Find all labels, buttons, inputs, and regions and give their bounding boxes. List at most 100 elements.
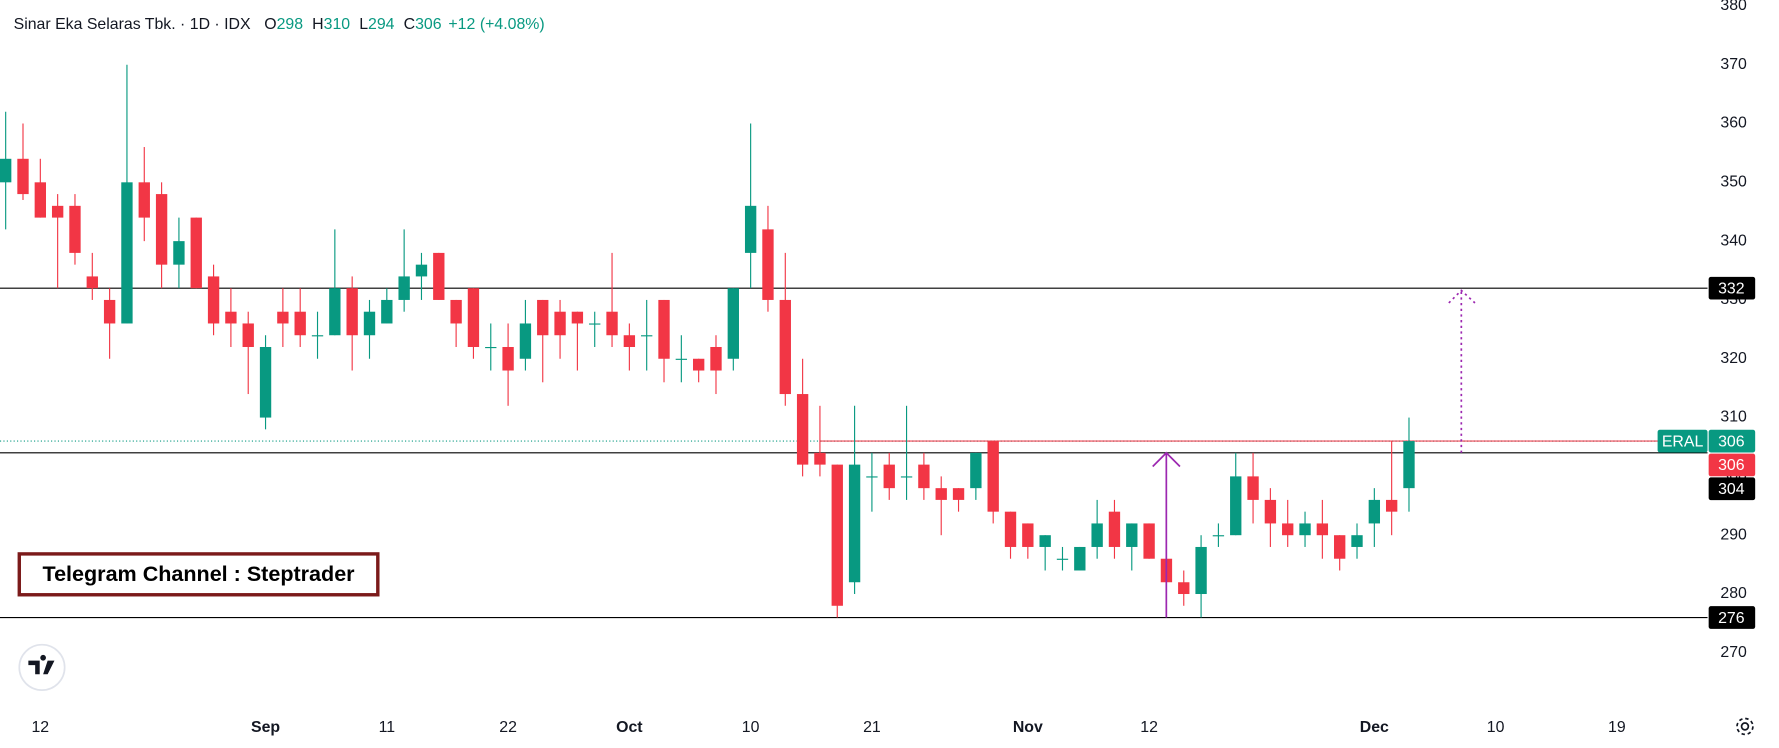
- candle-body: [796, 394, 809, 465]
- price-tag-bg: [1708, 429, 1756, 453]
- legend-value: 306: [415, 16, 442, 33]
- candle-body: [883, 464, 895, 489]
- price-tags: 332 ERAL 306 306 304 276: [1657, 276, 1756, 629]
- gear-inner[interactable]: [1740, 722, 1750, 731]
- target-arrow-head: [1448, 289, 1476, 304]
- candle-body: [952, 488, 965, 500]
- watermark-box: Telegram Channel : Steptrader: [17, 552, 380, 597]
- candle-body: [606, 311, 618, 336]
- candle-body: [814, 452, 826, 465]
- candle-body: [259, 346, 272, 418]
- legend-value: 298: [277, 16, 304, 33]
- candle-body: [641, 335, 653, 337]
- candle-body: [86, 276, 98, 289]
- candle-body: [1299, 523, 1311, 536]
- y-tick-label: 360: [1720, 115, 1747, 132]
- price-tag: 304: [1718, 481, 1745, 498]
- candle-body: [155, 194, 168, 265]
- price-tag-bg: [1708, 477, 1756, 501]
- x-tick-label: 10: [1487, 719, 1505, 736]
- candle-body: [1212, 535, 1225, 537]
- legend-label: O: [264, 16, 276, 33]
- candle-body: [450, 299, 462, 324]
- price-tag: 332: [1718, 281, 1745, 298]
- y-tick-label: 270: [1720, 644, 1747, 661]
- candle-body: [918, 464, 930, 489]
- candle-body: [935, 488, 947, 500]
- legend-value: 294: [368, 16, 395, 33]
- logo-mark: [28, 654, 55, 675]
- candle-body: [1056, 558, 1069, 560]
- title: Sinar Eka Selaras Tbk. · 1D · IDX: [14, 16, 251, 33]
- candle-body: [1247, 476, 1259, 500]
- candle-body: [242, 323, 254, 347]
- y-tick-label: 350: [1720, 174, 1747, 191]
- candle-body: [103, 299, 116, 324]
- x-tick-label: 21: [863, 719, 881, 736]
- candle-body: [537, 299, 549, 336]
- levels-layer: [0, 287, 1708, 619]
- watermark-text: Telegram Channel : Steptrader: [43, 561, 356, 586]
- candle-body: [1091, 523, 1103, 547]
- y-tick-label: 380: [1720, 0, 1747, 14]
- candle-body: [17, 158, 29, 195]
- watermark-frame: [17, 552, 380, 597]
- x-tick-label: 22: [499, 719, 517, 736]
- x-tick-label: 12: [31, 719, 49, 736]
- x-tick-label: Oct: [616, 719, 643, 736]
- candle-body: [1403, 441, 1415, 489]
- y-tick-label: 290: [1720, 526, 1747, 543]
- annotations: [1152, 289, 1476, 618]
- candle-body: [207, 276, 220, 324]
- candle-body: [1264, 499, 1277, 524]
- candle-body: [433, 252, 445, 300]
- candle-body: [485, 346, 497, 349]
- candle-body: [675, 358, 688, 360]
- price-tag: 306: [1718, 433, 1745, 450]
- candle-body: [1108, 511, 1121, 547]
- candles: [0, 64, 1415, 618]
- x-tick-label: 10: [742, 719, 760, 736]
- candle-body: [173, 241, 185, 265]
- candle-body: [779, 299, 791, 395]
- candle-body: [1195, 546, 1207, 595]
- candle-body: [467, 288, 480, 347]
- candle-body: [1143, 523, 1155, 559]
- candle-body: [277, 311, 289, 324]
- legend-label: C: [404, 16, 415, 33]
- candle-body: [346, 288, 358, 336]
- symbol-tag-bg: [1657, 429, 1708, 453]
- change: +12: [448, 16, 475, 33]
- candle-body: [225, 311, 237, 324]
- x-tick-label: 12: [1140, 719, 1158, 736]
- candle-body: [692, 358, 705, 371]
- candle-body: [1282, 523, 1294, 536]
- candle-body: [744, 205, 757, 253]
- candle-body: [762, 229, 774, 300]
- candle-body: [398, 276, 410, 300]
- candle-body: [554, 311, 566, 336]
- x-tick-label: 11: [379, 719, 396, 736]
- change-percent: (+4.08%): [480, 16, 545, 33]
- candle-body: [1316, 523, 1329, 536]
- candle-body: [121, 182, 133, 324]
- candle-body: [848, 464, 861, 583]
- candle-body: [727, 288, 739, 359]
- price-tag: 306: [1718, 457, 1745, 474]
- candle-body: [190, 217, 202, 289]
- settings-icon[interactable]: [1736, 717, 1754, 736]
- gear-outer[interactable]: [1736, 717, 1754, 736]
- candle-body: [1230, 476, 1242, 536]
- price-tag-bg: [1708, 276, 1756, 300]
- y-tick-label: 370: [1720, 56, 1747, 73]
- y-tick-label: 280: [1720, 585, 1747, 602]
- price-tag-bg: [1708, 606, 1756, 629]
- tradingview-logo: [18, 643, 66, 691]
- candle-body: [1368, 499, 1381, 524]
- candle-body: [381, 299, 393, 324]
- candle-body: [502, 346, 514, 371]
- legend-label: H: [312, 16, 323, 33]
